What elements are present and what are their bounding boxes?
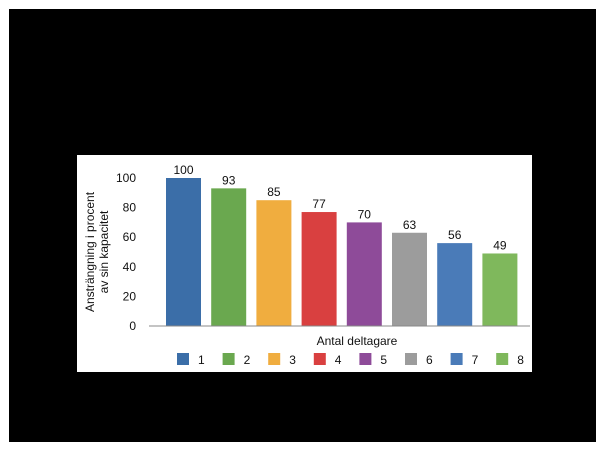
y-tick-label: 80	[123, 201, 137, 215]
bar-3	[256, 200, 292, 326]
legend-label-1: 1	[198, 353, 205, 367]
legend-swatch-1	[177, 353, 189, 365]
data-label-3: 85	[267, 185, 281, 199]
data-label-1: 100	[173, 163, 193, 177]
bar-5	[346, 222, 382, 326]
y-tick-label: 100	[116, 171, 136, 185]
y-axis-title-line-1: Ansträngning i procent	[83, 191, 97, 312]
bar-8	[482, 253, 518, 326]
y-tick-label: 20	[123, 289, 137, 303]
legend-label-2: 2	[244, 353, 251, 367]
legend-swatch-3	[268, 353, 281, 365]
bars	[166, 178, 518, 326]
y-axis-title: Ansträngning i procent av sin kapacitet	[83, 191, 111, 312]
legend-label-5: 5	[380, 353, 387, 367]
bar-4	[301, 212, 337, 326]
data-label-5: 70	[358, 207, 372, 221]
y-tick-label: 0	[129, 319, 136, 333]
data-label-6: 63	[403, 218, 417, 232]
legend-swatch-4	[313, 353, 326, 365]
legend-swatch-7	[450, 353, 463, 365]
legend-label-8: 8	[517, 353, 524, 367]
legend-label-4: 4	[335, 353, 342, 367]
legend-label-3: 3	[289, 353, 296, 367]
y-tick-label: 60	[123, 230, 137, 244]
data-labels: 100 93 85 77 70 63 56 49	[173, 163, 506, 252]
data-label-2: 93	[222, 173, 236, 187]
chart-panel: Ansträngning i procent av sin kapacitet …	[77, 155, 532, 372]
legend-swatch-2	[222, 353, 235, 365]
legend: 1 2 3 4 5 6 7 8	[177, 353, 524, 367]
y-axis-title-line-2: av sin kapacitet	[97, 210, 111, 293]
bar-2	[211, 188, 247, 326]
bar-6	[392, 232, 427, 326]
data-label-4: 77	[312, 197, 326, 211]
data-label-8: 49	[493, 238, 507, 252]
bar-1	[166, 178, 201, 326]
data-label-7: 56	[448, 228, 462, 242]
x-axis-title: Antal deltagare	[317, 334, 398, 348]
y-tick-label: 40	[123, 260, 137, 274]
legend-label-6: 6	[426, 353, 433, 367]
y-axis-ticks: 0 20 40 60 80 100	[116, 171, 136, 333]
legend-swatch-5	[359, 353, 372, 365]
bar-7	[437, 243, 473, 326]
legend-swatch-8	[496, 353, 509, 365]
legend-label-7: 7	[472, 353, 479, 367]
legend-swatch-6	[405, 353, 417, 365]
bar-chart: Ansträngning i procent av sin kapacitet …	[83, 163, 530, 367]
